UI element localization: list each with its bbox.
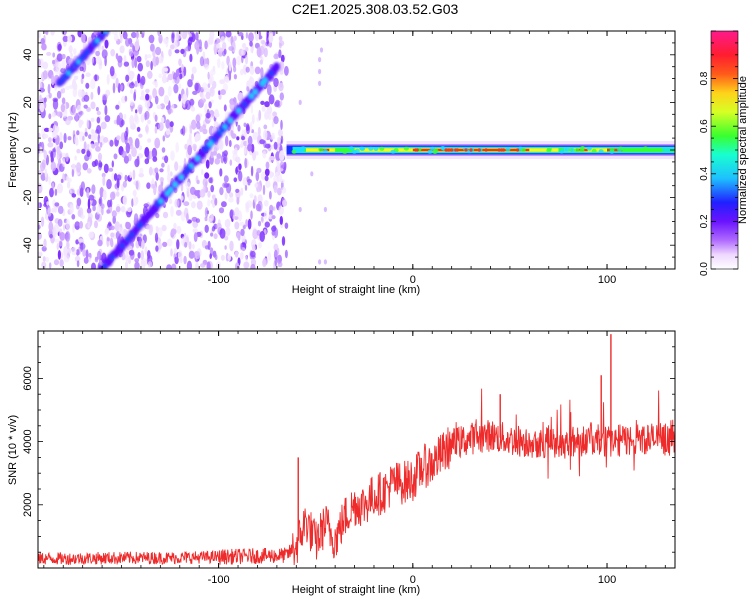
x-tick-label: -100 <box>208 574 230 586</box>
spectrogram-xlabel: Height of straight line (km) <box>292 284 420 296</box>
colorbar-tick-label: 0.8 <box>699 71 710 85</box>
x-tick-label: 100 <box>598 574 616 586</box>
x-tick-label: -100 <box>208 274 230 286</box>
y-tick-label: -40 <box>22 237 34 253</box>
colorbar-label: Normalized spectral amplitude <box>737 76 749 224</box>
colorbar-gradient <box>711 31 738 269</box>
x-tick-label: 0 <box>410 574 416 586</box>
drifting-signal-line <box>97 62 280 269</box>
snr-series-line <box>38 388 675 566</box>
y-tick-label: 20 <box>22 96 34 108</box>
x-tick-label: 0 <box>410 274 416 286</box>
spectrogram-ylabel: Frequency (Hz) <box>7 112 19 188</box>
snr-content <box>38 334 675 566</box>
y-tick-label: 6000 <box>22 366 34 390</box>
snr-xlabel: Height of straight line (km) <box>292 584 420 596</box>
carrier-band <box>286 141 675 159</box>
spectrogram-y-ticks: -40 -20 0 20 40 <box>22 30 675 270</box>
drifting-signal-line-upper <box>56 31 110 87</box>
snr-frame <box>37 330 676 569</box>
colorbar-ticks: 0.0 0.2 0.4 0.6 0.8 <box>699 30 739 276</box>
snr-x-ticks: -100 0 100 <box>43 331 666 586</box>
spectrogram-x-ticks: -100 0 100 <box>43 31 666 286</box>
noise-specks <box>298 47 327 265</box>
y-tick-label: 0 <box>22 147 34 153</box>
y-tick-label: 2000 <box>22 493 34 517</box>
snr-panel: -100 0 100 2000 4000 6000 Height of straight… <box>7 330 676 596</box>
spectrogram-content <box>38 31 675 269</box>
noise-field <box>38 31 289 269</box>
colorbar-tick-label: 0.2 <box>699 214 710 228</box>
y-tick-label: 4000 <box>22 429 34 453</box>
figure-title: C2E1.2025.308.03.52.G03 <box>292 1 459 17</box>
y-tick-label: 40 <box>22 49 34 61</box>
y-tick-label: -20 <box>22 190 34 206</box>
colorbar: 0.0 0.2 0.4 0.6 0.8 Normalized spectral ampl… <box>699 30 749 276</box>
x-tick-label: 100 <box>598 274 616 286</box>
snr-y-ticks: 2000 4000 6000 <box>22 330 675 553</box>
colorbar-tick-label: 0.6 <box>699 119 710 133</box>
colorbar-tick-label: 0.4 <box>699 166 710 180</box>
colorbar-frame <box>710 30 739 270</box>
spectrogram-panel: -100 0 100 -40 -20 0 20 40 Height of straight … <box>7 30 676 296</box>
colorbar-tick-label: 0.0 <box>699 262 710 276</box>
snr-ylabel: SNR (10 * v/v) <box>7 415 19 485</box>
